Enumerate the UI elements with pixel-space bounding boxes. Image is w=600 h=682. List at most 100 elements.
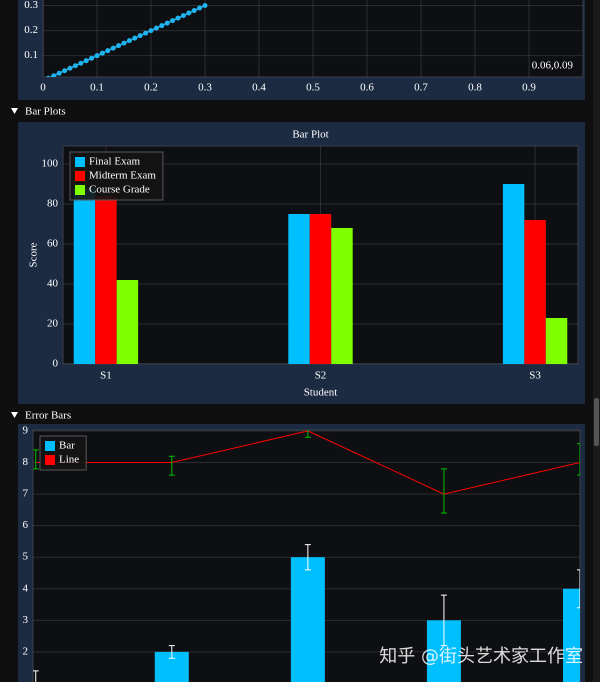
marker [46, 75, 51, 77]
marker [62, 68, 68, 74]
marker [110, 45, 116, 51]
marker [180, 13, 186, 19]
x-tick-label: S3 [529, 370, 541, 382]
legend-swatch [75, 171, 85, 181]
marker [99, 50, 105, 56]
legend-label: Bar [59, 440, 75, 452]
x-tick-label: S2 [315, 370, 327, 382]
scrollbar[interactable] [593, 0, 600, 682]
marker [67, 65, 73, 71]
marker [143, 30, 149, 36]
marker [191, 8, 197, 14]
y-tick-label: 7 [23, 488, 29, 500]
y-tick-label: 0 [53, 358, 59, 370]
y-tick-label: 40 [47, 278, 59, 290]
x-tick-label: 0.3 [198, 82, 212, 94]
bar [309, 214, 332, 364]
error-bar [304, 430, 311, 438]
bar [524, 220, 546, 364]
chart-title: Bar Plot [292, 129, 328, 141]
error-bar [33, 449, 39, 470]
x-axis-label: Student [304, 387, 338, 399]
legend-swatch [45, 455, 55, 465]
marker [72, 63, 78, 69]
plots: 0.1 0.2 0.3 0 0.1 0.2 0.3 0.4 0.5 0.6 0.7 0.8 0.9 0.0… [23, 0, 584, 682]
legend-label: Midterm Exam [89, 170, 156, 182]
scrollbar-thumb[interactable] [594, 398, 599, 446]
marker [137, 33, 143, 39]
plot-content [43, 0, 583, 77]
legend [69, 151, 164, 201]
legend-label: Line [59, 454, 79, 466]
y-tick-label: 6 [23, 519, 29, 531]
bar [502, 184, 525, 364]
annotation: 0.06,0.09 [532, 60, 574, 72]
x-tick-label: 0 [40, 82, 46, 94]
marker [148, 28, 154, 34]
y-tick-label: 4 [23, 582, 29, 594]
error-bar [440, 468, 447, 514]
x-tick-label: 0.5 [306, 82, 320, 94]
bar [288, 214, 310, 364]
marker [197, 5, 203, 11]
collapse-arrow[interactable] [11, 412, 18, 418]
marker [78, 60, 84, 66]
y-tick-label: 0.1 [24, 49, 38, 61]
y-tick-label: 60 [47, 238, 59, 250]
marker [126, 38, 132, 44]
marker [164, 20, 170, 26]
y-tick-label: 100 [42, 158, 59, 170]
y-axis-label: Score [28, 242, 40, 267]
y-tick-label: 9 [23, 424, 29, 436]
marker [121, 40, 127, 46]
marker [56, 70, 62, 76]
marker [94, 53, 100, 59]
error-bar [304, 544, 311, 571]
plot: 0.1 0.2 0.3 0 0.1 0.2 0.3 0.4 0.5 0.6 0.7 0.8 0.9 0.0… [24, 0, 584, 94]
marker [175, 15, 181, 21]
marker [159, 23, 165, 29]
legend-label: Final Exam [89, 156, 140, 168]
error-bar [440, 594, 447, 647]
error-bar [168, 645, 175, 659]
error-bar [33, 670, 39, 682]
legend-label: Course Grade [89, 184, 150, 196]
section-header[interactable]: Error Bars [25, 410, 71, 422]
legend-swatch [75, 185, 85, 195]
marker [83, 58, 89, 64]
watermark: 知乎 @街头艺术家工作室 [379, 646, 583, 667]
marker [202, 3, 208, 9]
bar [545, 318, 568, 364]
bar [95, 196, 117, 364]
y-tick-label: 5 [23, 551, 29, 563]
marker [51, 73, 57, 77]
error-bar [168, 455, 175, 476]
bar [562, 588, 580, 682]
section-header[interactable]: Bar Plots [25, 106, 66, 118]
plot: 2 3 4 5 6 7 8 9 Bar Line [23, 424, 581, 682]
marker [116, 43, 122, 49]
bar [73, 188, 96, 364]
y-tick-label: 2 [23, 645, 29, 657]
marker [105, 48, 111, 54]
x-tick-label: 0.2 [144, 82, 158, 94]
legend-swatch [75, 157, 85, 167]
x-tick-label: 0.8 [468, 82, 482, 94]
plot: 0 20 40 60 80 100 Bar Plot Student Score S1 S2 S3 Fi… [28, 129, 579, 399]
marker [89, 55, 95, 61]
x-tick-label: 0.4 [252, 82, 266, 94]
x-tick-label: 0.6 [360, 82, 374, 94]
x-tick-label: 0.9 [522, 82, 536, 94]
marker [132, 35, 138, 41]
y-tick-label: 0.2 [24, 24, 38, 36]
y-tick-label: 20 [47, 318, 59, 330]
legend-swatch [45, 441, 55, 451]
plot-content [33, 430, 580, 682]
bar [290, 557, 325, 682]
marker [186, 10, 192, 16]
collapse-arrow[interactable] [11, 108, 18, 114]
bar [331, 228, 353, 364]
x-tick-label: 0.7 [414, 82, 428, 94]
